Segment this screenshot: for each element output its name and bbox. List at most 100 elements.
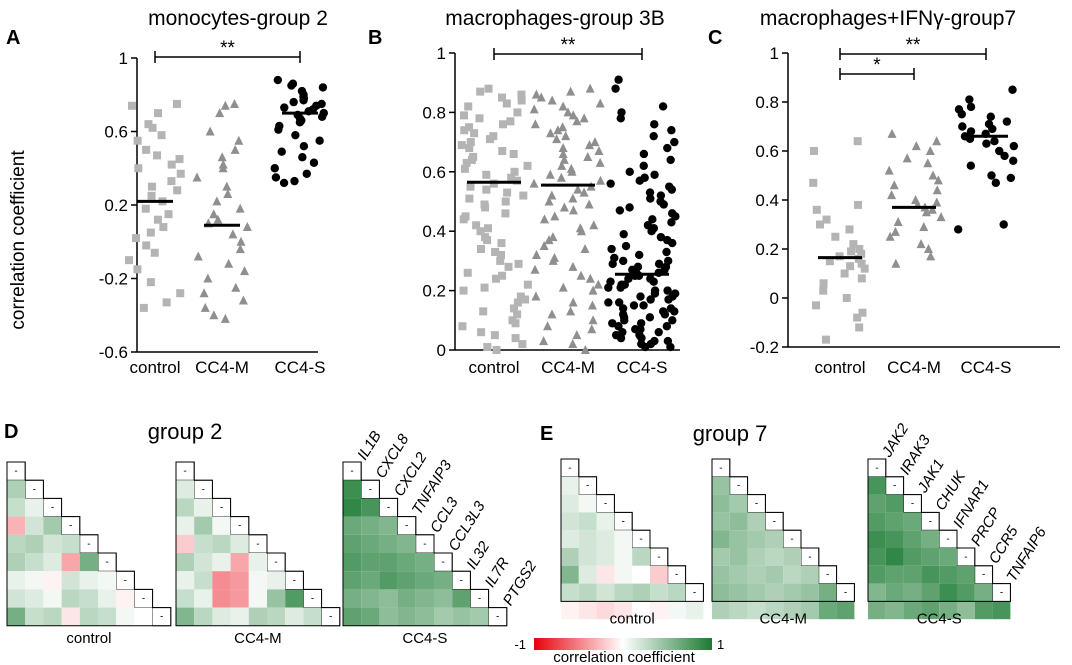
heatmap-diagonal-dash: - [460, 575, 463, 586]
heatmap-cell [632, 565, 650, 584]
heatmap-cell [194, 498, 213, 517]
heatmap-cell [116, 607, 135, 626]
significance-label: ** [561, 35, 576, 56]
data-point [919, 221, 929, 231]
heatmap-diagonal-dash: - [737, 481, 740, 492]
heatmap-diagonal-dash: - [1000, 588, 1003, 599]
data-point [212, 196, 222, 206]
heatmap-cell [79, 553, 98, 572]
data-point [157, 131, 166, 140]
data-point [889, 180, 899, 190]
data-point [514, 259, 523, 268]
heatmap-cell [650, 583, 668, 602]
data-point [205, 126, 215, 136]
data-point [656, 191, 666, 200]
heatmap-cell [992, 601, 1011, 620]
y-tick-label: 0.4 [422, 222, 446, 241]
heatmap-cell [765, 548, 784, 566]
heatmap-cell [415, 607, 434, 626]
data-point [815, 220, 824, 229]
data-point [625, 167, 634, 176]
heatmap-cell [176, 571, 195, 590]
data-point [240, 266, 250, 276]
heatmap-cell [176, 516, 195, 535]
data-point [568, 110, 578, 120]
heatmap-outline [560, 458, 704, 602]
data-point [536, 92, 546, 102]
data-point [548, 255, 558, 265]
data-point [587, 300, 597, 310]
data-point [649, 277, 658, 286]
heatmap-cell [885, 512, 904, 531]
heatmap-outline [6, 461, 172, 627]
data-point [635, 176, 644, 185]
data-point [957, 110, 966, 119]
data-point [295, 118, 305, 127]
heatmap-diagonal-dash: - [675, 570, 678, 581]
heatmap-diagonal-dash: - [183, 466, 186, 477]
heatmap-cell [343, 516, 362, 535]
heatmap-cell [561, 565, 579, 584]
data-point [579, 187, 589, 197]
data-point [475, 114, 484, 123]
heatmap-diagonal-dash: - [293, 575, 296, 586]
data-point [521, 295, 530, 304]
heatmap-cell [712, 512, 730, 531]
heatmap-cell [230, 534, 249, 553]
data-point [479, 307, 488, 316]
data-point [667, 126, 676, 135]
data-point [670, 137, 679, 147]
heatmap-diagonal-dash: - [639, 534, 642, 545]
heatmap-cell [194, 516, 213, 535]
data-point [139, 303, 148, 312]
data-point [127, 101, 136, 110]
heatmap-cell [868, 512, 886, 531]
data-point [568, 297, 578, 307]
heatmap-cell [596, 530, 615, 548]
x-tick-label: CC4-M [887, 358, 941, 377]
data-point [462, 158, 471, 167]
data-point [503, 188, 512, 197]
heatmap-cell [7, 571, 26, 590]
heatmap-cell [596, 583, 615, 602]
heatmap-cell [43, 589, 62, 608]
data-point [663, 286, 672, 295]
data-point [846, 262, 855, 271]
data-point [558, 148, 568, 158]
data-point [558, 101, 568, 111]
data-point [498, 147, 507, 156]
data-point [466, 138, 475, 147]
heatmap-diagonal-dash: - [441, 557, 444, 568]
y-tick-label: 0 [770, 289, 779, 308]
heatmap-cell [561, 583, 579, 602]
data-point [842, 294, 851, 302]
heatmap-cell [194, 553, 213, 572]
data-point [958, 122, 967, 131]
heatmap-diagonal-dash: - [105, 557, 108, 568]
heatmap-diagonal-dash: - [51, 503, 54, 514]
data-point [133, 136, 142, 145]
heatmap-cell [685, 601, 704, 620]
heatmap-diagonal-dash: - [496, 612, 499, 623]
data-point [650, 289, 660, 298]
y-axis-label: correlation coefficient [8, 150, 29, 330]
heatmap-cell [343, 589, 362, 608]
data-point [572, 116, 582, 126]
heatmap-cell [868, 548, 886, 566]
data-point [496, 256, 505, 265]
data-point [459, 215, 468, 224]
data-point [459, 286, 468, 295]
data-point [511, 334, 520, 343]
data-point [470, 129, 479, 138]
data-point [649, 131, 658, 141]
data-point [517, 90, 526, 99]
data-point [923, 158, 933, 168]
data-point [231, 282, 241, 292]
heatmap-cell [801, 601, 819, 620]
data-point [625, 203, 634, 212]
data-point [558, 143, 568, 153]
data-point [234, 135, 244, 145]
heatmap-cell [596, 548, 615, 566]
heatmap-cell [230, 589, 249, 608]
